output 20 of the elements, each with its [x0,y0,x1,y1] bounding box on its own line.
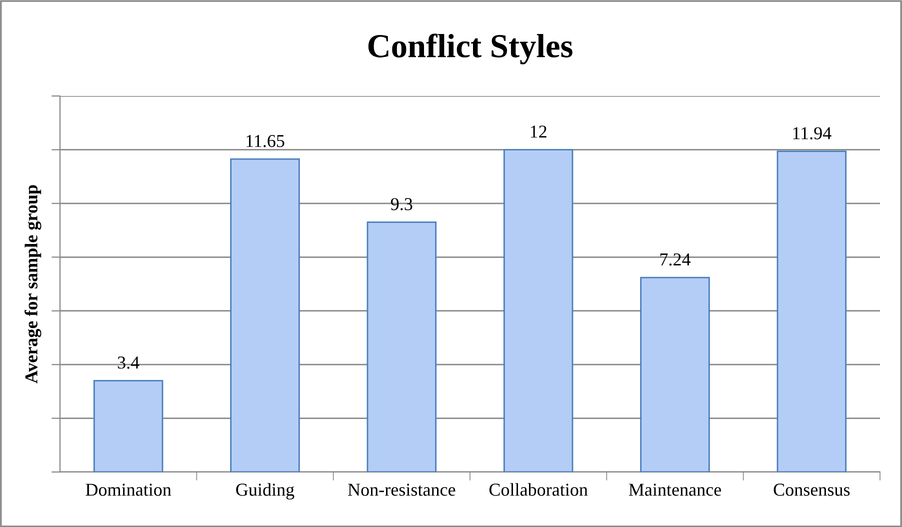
bar [503,149,574,472]
data-label: 11.65 [246,134,284,148]
data-label: 3.4 [118,356,140,369]
bar [640,276,710,472]
bar [230,158,300,472]
x-tick-label: Consensus [774,484,850,496]
data-label: 12 [530,126,546,138]
x-tick-label: Maintenance [628,484,721,496]
x-tick-label: Guiding [236,483,294,500]
data-label: 11.94 [793,127,832,140]
chart-title: Conflict Styles [368,34,572,64]
data-label: 7.24 [660,253,691,266]
x-tick-label: Non-resistance [348,484,456,496]
bar [776,150,847,472]
y-axis-title: Average for sample group [24,185,42,384]
bar [93,380,164,472]
x-tick-label: Collaboration [489,483,588,496]
data-label: 9.3 [390,198,412,210]
x-tick-label: Domination [86,484,172,496]
bar [366,222,437,472]
